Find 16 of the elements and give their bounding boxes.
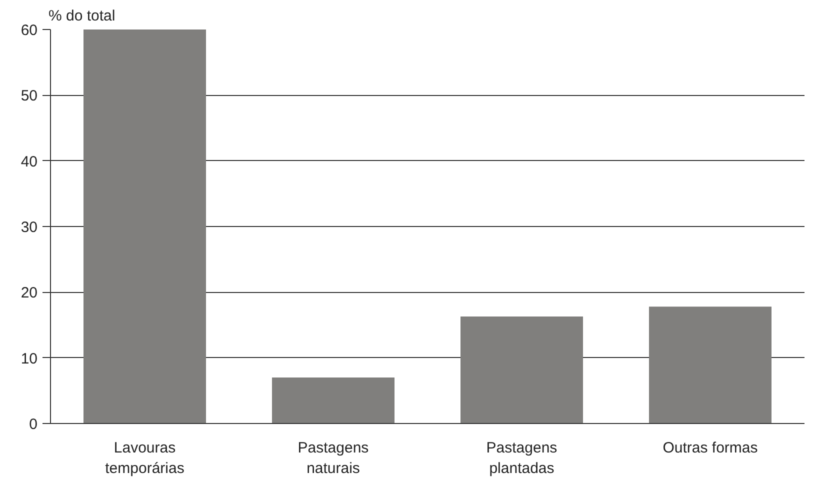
bar [648, 306, 772, 424]
y-axis-title: % do total [48, 8, 116, 24]
x-tick-label: Pastagens naturais [298, 440, 369, 477]
y-tick-label: 10 [20, 350, 38, 368]
y-tick-label: 40 [20, 153, 38, 170]
bar [83, 30, 206, 424]
y-tick-label: 20 [20, 284, 38, 302]
y-tick-label: 60 [20, 22, 38, 39]
bar [460, 316, 584, 424]
y-tick-label: 30 [20, 219, 38, 236]
y-tick-label: 50 [20, 88, 38, 105]
x-tick-label: Outras formas [662, 440, 758, 456]
bar [272, 378, 395, 424]
y-tick-label: 0 [29, 416, 38, 433]
x-tick-label: Pastagens plantadas [486, 440, 558, 477]
x-tick-label: Lavouras temporárias [105, 440, 184, 477]
